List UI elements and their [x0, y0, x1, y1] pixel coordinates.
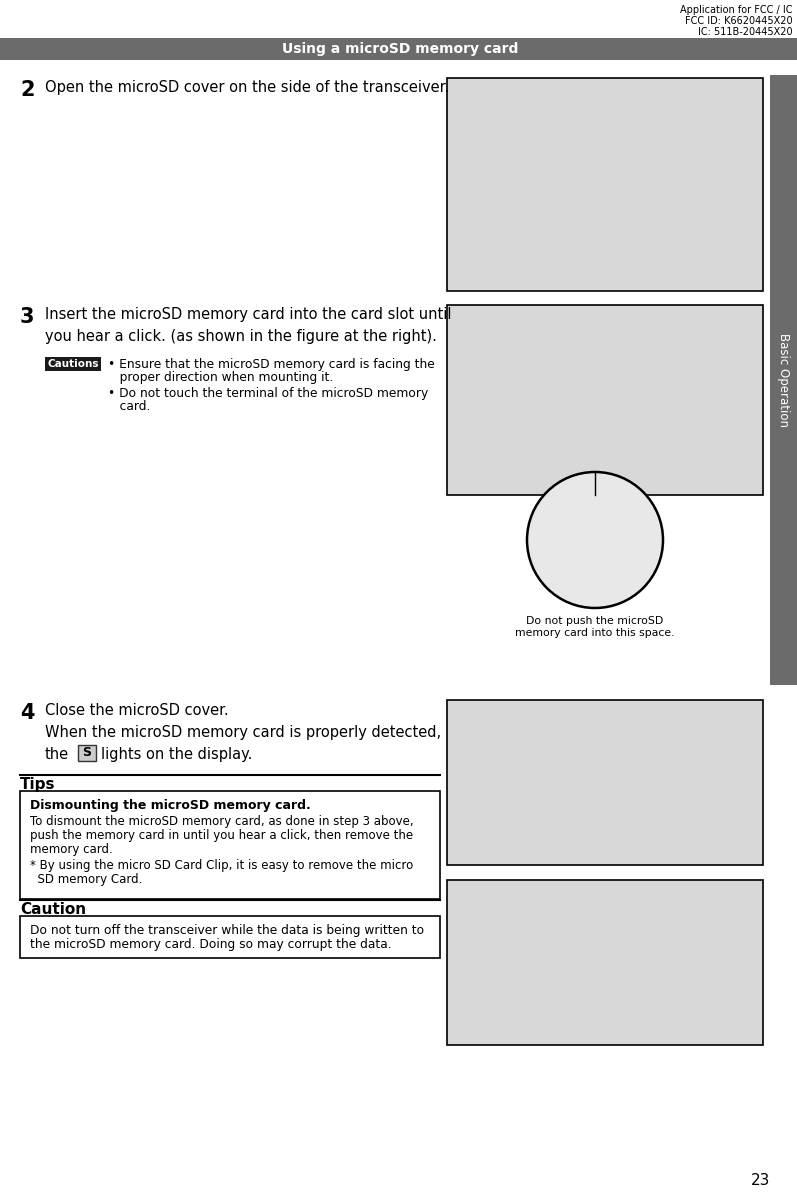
Text: Basic Operation: Basic Operation	[777, 333, 790, 427]
Text: IC: 511B-20445X20: IC: 511B-20445X20	[698, 26, 793, 37]
Text: Application for FCC / IC: Application for FCC / IC	[681, 5, 793, 14]
Text: push the memory card in until you hear a click, then remove the: push the memory card in until you hear a…	[30, 829, 413, 841]
Text: Using a microSD memory card: Using a microSD memory card	[282, 42, 518, 56]
Text: card.: card.	[108, 400, 151, 413]
Bar	[770, 75, 797, 685]
Text: Open the microSD cover on the side of the transceiver.: Open the microSD cover on the side of th…	[45, 81, 450, 95]
Text: * By using the micro SD Card Clip, it is easy to remove the micro: * By using the micro SD Card Clip, it is…	[30, 859, 414, 871]
Text: proper direction when mounting it.: proper direction when mounting it.	[108, 371, 333, 383]
Text: Cautions: Cautions	[47, 359, 99, 369]
Text: S: S	[83, 746, 92, 760]
Text: To dismount the microSD memory card, as done in step 3 above,: To dismount the microSD memory card, as …	[30, 815, 414, 828]
Text: 2: 2	[20, 81, 34, 100]
Text: Close the microSD cover.: Close the microSD cover.	[45, 703, 229, 718]
Text: Insert the microSD memory card into the card slot until: Insert the microSD memory card into the …	[45, 307, 451, 322]
Bar	[0, 38, 797, 60]
Bar	[78, 745, 96, 761]
Text: 4: 4	[20, 703, 34, 722]
Text: SD memory Card.: SD memory Card.	[30, 873, 143, 886]
Text: Do not turn off the transceiver while the data is being written to: Do not turn off the transceiver while th…	[30, 924, 424, 938]
Text: the microSD memory card. Doing so may corrupt the data.: the microSD memory card. Doing so may co…	[30, 938, 391, 951]
Text: 3: 3	[20, 307, 34, 327]
Bar	[45, 357, 101, 371]
Text: Dismounting the microSD memory card.: Dismounting the microSD memory card.	[30, 799, 311, 813]
Text: FCC ID: K6620445X20: FCC ID: K6620445X20	[685, 16, 793, 26]
Text: the: the	[45, 746, 69, 762]
Text: Tips: Tips	[20, 776, 56, 792]
Bar	[20, 916, 440, 958]
Text: 23: 23	[751, 1173, 770, 1188]
Text: memory card.: memory card.	[30, 843, 112, 856]
Bar	[447, 880, 763, 1045]
Bar	[20, 791, 440, 899]
Text: Caution: Caution	[20, 902, 86, 917]
Text: lights on the display.: lights on the display.	[101, 746, 253, 762]
Text: Do not push the microSD
memory card into this space.: Do not push the microSD memory card into…	[515, 615, 675, 637]
Bar	[447, 700, 763, 865]
Bar	[447, 305, 763, 495]
Text: • Do not touch the terminal of the microSD memory: • Do not touch the terminal of the micro…	[108, 387, 428, 400]
Text: you hear a click. (as shown in the figure at the right).: you hear a click. (as shown in the figur…	[45, 329, 437, 344]
Text: When the microSD memory card is properly detected,: When the microSD memory card is properly…	[45, 725, 441, 740]
Circle shape	[527, 472, 663, 608]
Bar	[447, 78, 763, 291]
Text: • Ensure that the microSD memory card is facing the: • Ensure that the microSD memory card is…	[108, 358, 434, 371]
